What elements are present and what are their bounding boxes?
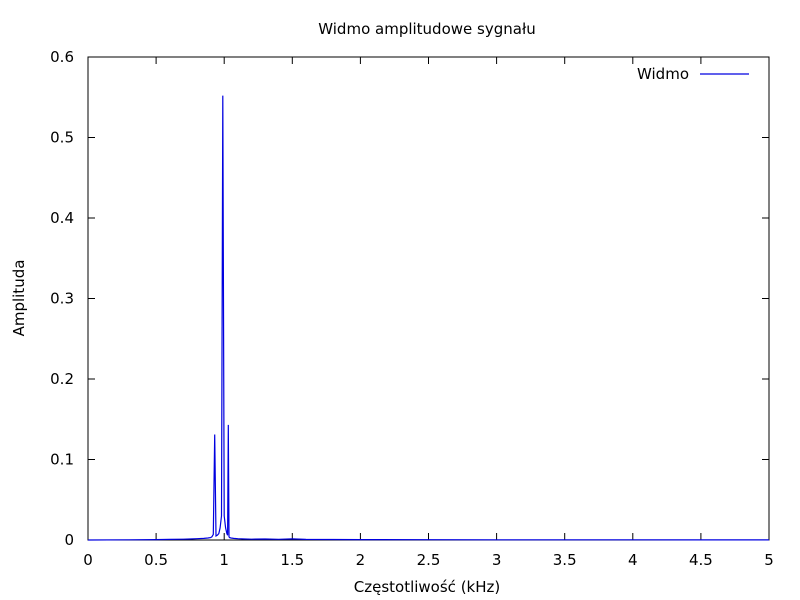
y-tick-label: 0.6 [50,48,74,66]
legend: Widmo [637,65,749,83]
plot-frame [87,56,770,541]
y-tick-label: 0.3 [50,290,74,308]
legend-label: Widmo [637,65,689,83]
y-tick-label: 0.4 [50,209,74,227]
x-tick-label: 4.5 [689,551,713,569]
x-tick-label: 5 [764,551,774,569]
x-tick-label: 0.5 [144,551,168,569]
x-tick-label: 3.5 [553,551,577,569]
x-tick-label: 4 [628,551,638,569]
chart-title: Widmo amplitudowe sygnału [318,20,535,38]
x-axis-label: Częstotliwość (kHz) [354,578,500,596]
series-line-widmo [87,95,769,541]
x-tick-label: 1 [219,551,229,569]
x-tick-label: 2.5 [417,551,441,569]
x-tick-label: 3 [492,551,502,569]
y-tick-label: 0 [64,531,74,549]
y-tick-label: 0.2 [50,370,74,388]
x-tick-label: 2 [356,551,366,569]
y-tick-label: 0.1 [50,451,74,469]
x-tick-label: 0 [83,551,93,569]
y-axis-label: Amplituda [10,260,28,337]
x-tick-label: 1.5 [280,551,304,569]
y-tick-label: 0.5 [50,129,74,147]
